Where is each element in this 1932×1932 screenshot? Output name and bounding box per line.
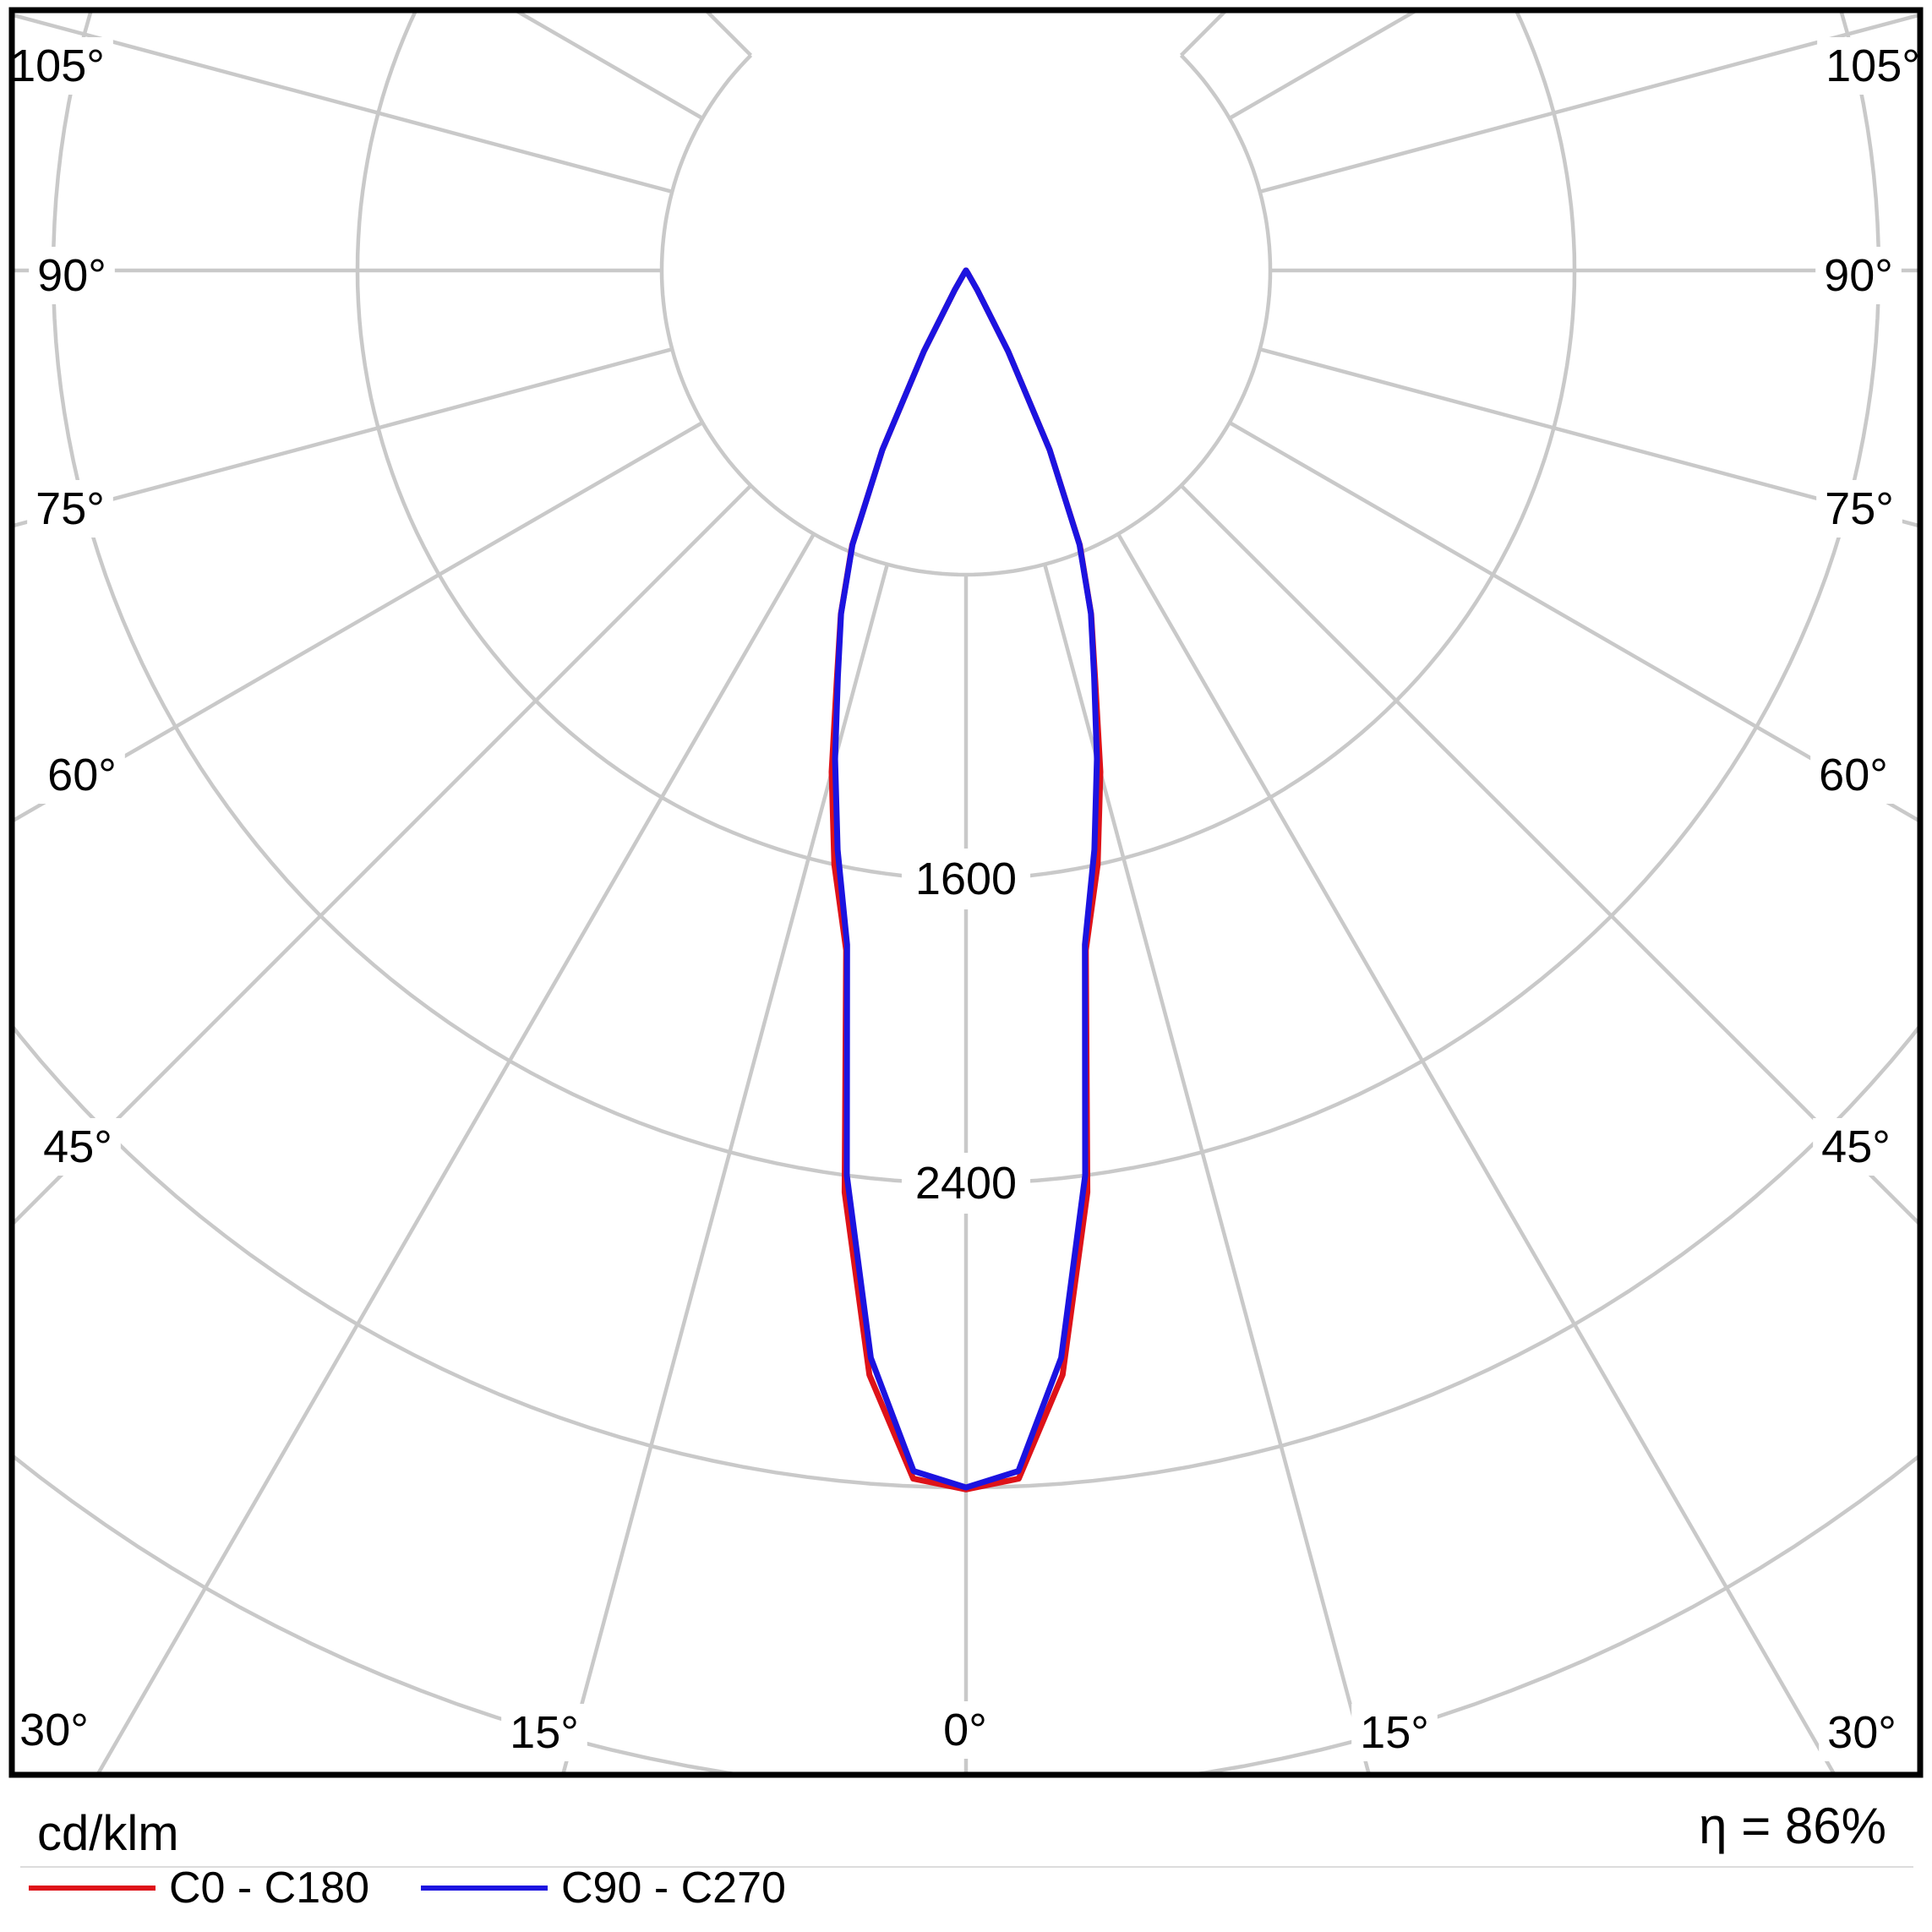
grid-radial-60deg bbox=[1228, 421, 1918, 823]
efficiency-value: η = 86% bbox=[1699, 1798, 1886, 1854]
angle-label-right-30: 30° bbox=[1827, 1707, 1897, 1758]
angle-label-right-45: 45° bbox=[1821, 1122, 1891, 1172]
grid-radial-75deg bbox=[1259, 347, 1918, 528]
angle-label-center-0: 0° bbox=[943, 1705, 987, 1755]
grid-radial-45deg bbox=[1179, 483, 1918, 1226]
angle-label-left-90: 90° bbox=[37, 250, 106, 301]
legend-item-c0-c180: C0 - C180 bbox=[29, 1863, 369, 1913]
legend-swatch-blue bbox=[421, 1886, 548, 1891]
ring-label-1600: 1600 bbox=[915, 854, 1017, 904]
ring-label-2400: 2400 bbox=[915, 1158, 1017, 1209]
grid-ring-800 bbox=[659, 53, 1273, 577]
legend-separator bbox=[20, 1866, 1913, 1868]
angle-label-right-90: 90° bbox=[1824, 250, 1893, 301]
legend-swatch-red bbox=[29, 1886, 156, 1891]
grid-radial-30deg bbox=[1116, 532, 1836, 1773]
angle-label-right-105: 105° bbox=[1826, 41, 1920, 91]
curve-C90-C270 bbox=[832, 267, 1100, 1491]
angle-label-right-60: 60° bbox=[1819, 750, 1888, 800]
angle-label-left-105: 105° bbox=[10, 41, 105, 91]
legend-label-c0-c180: C0 - C180 bbox=[169, 1864, 369, 1913]
grid-radial--15deg bbox=[561, 564, 889, 1773]
grid-radial-105deg bbox=[1259, 13, 1918, 194]
grid-radial--105deg bbox=[14, 13, 673, 194]
angle-labels: 105° 90° 75° 60° 45° 30° 15° 0° 15° 30° 45° 60° 75° 9… bbox=[10, 37, 1920, 1761]
grid-radial--60deg bbox=[14, 421, 704, 823]
grid-radial-15deg bbox=[1043, 564, 1371, 1773]
angle-label-left-75: 75° bbox=[35, 483, 105, 534]
angle-label-right-75: 75° bbox=[1825, 483, 1894, 534]
grid-radial--45deg bbox=[14, 483, 753, 1226]
ring-labels: 1600 2400 bbox=[901, 849, 1031, 1214]
legend-label-c90-c270: C90 - C270 bbox=[561, 1864, 786, 1913]
grid-radial--30deg bbox=[96, 532, 816, 1773]
unit-label: cd/klm bbox=[37, 1806, 179, 1861]
legend-item-c90-c270: C90 - C270 bbox=[421, 1863, 786, 1913]
angle-label-left-15: 15° bbox=[510, 1707, 579, 1758]
angle-label-left-30: 30° bbox=[19, 1705, 89, 1755]
grid-radial--75deg bbox=[14, 347, 673, 528]
angle-label-right-15: 15° bbox=[1360, 1707, 1429, 1758]
angle-label-left-45: 45° bbox=[43, 1122, 112, 1172]
plot-frame bbox=[8, 7, 1924, 1778]
angle-label-left-60: 60° bbox=[47, 750, 117, 800]
